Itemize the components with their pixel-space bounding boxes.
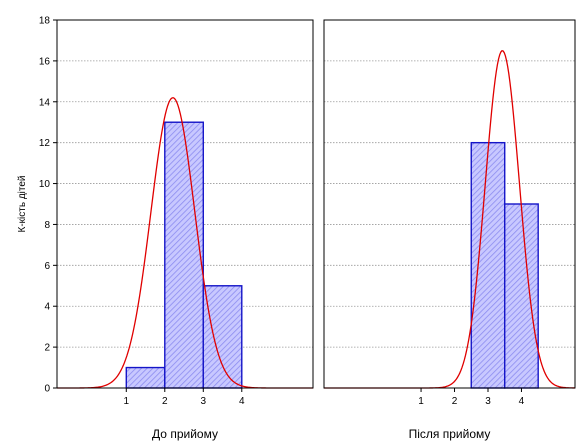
y-tick-label: 12: [39, 138, 51, 149]
histogram-bar-left: [125, 366, 166, 389]
y-axis-label: К-кість дітей: [17, 176, 28, 233]
y-tick-label: 6: [44, 261, 50, 272]
x-tick-label: 2: [452, 396, 458, 407]
y-tick-label: 2: [44, 343, 50, 354]
y-tick-label: 10: [39, 179, 51, 190]
y-tick-label: 16: [39, 56, 51, 67]
y-tick-label: 14: [39, 97, 51, 108]
panel-right: 1 2 3 4 Після прийому: [323, 19, 576, 441]
y-tick-label: 0: [44, 384, 50, 395]
x-axis-label-right: Після прийому: [409, 427, 491, 441]
x-tick-label: 4: [519, 396, 525, 407]
histogram-bar-right: [504, 203, 539, 389]
y-tick-label: 8: [44, 220, 50, 231]
x-axis-label-left: До прийому: [152, 427, 218, 441]
plot-frame-right: [323, 19, 576, 389]
y-tick-label: 18: [39, 16, 51, 27]
histogram-bar-left: [164, 121, 204, 389]
histogram-bar-right: [470, 141, 506, 389]
histogram-bar-left: [202, 285, 243, 389]
y-tick-label: 4: [44, 302, 50, 313]
x-tick-label: 1: [124, 396, 130, 407]
x-tick-label: 3: [201, 396, 207, 407]
x-tick-label: 1: [418, 396, 424, 407]
plot-frame-left: [56, 19, 314, 389]
x-tick-label: 3: [485, 396, 491, 407]
x-tick-label: 4: [239, 396, 245, 407]
x-tick-label: 2: [162, 396, 168, 407]
